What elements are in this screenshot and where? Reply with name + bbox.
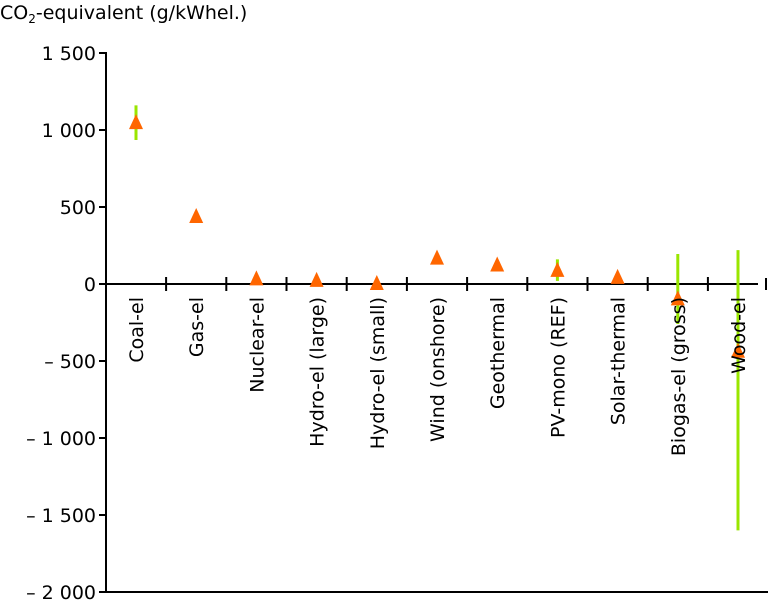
title-subscript: 2 bbox=[28, 12, 36, 26]
y-tick-label: 1 500 bbox=[42, 43, 96, 65]
category-label: Nuclear-el bbox=[246, 297, 268, 393]
data-point-triangle bbox=[430, 249, 444, 265]
category-label: Gas-el bbox=[186, 297, 208, 357]
data-point-triangle bbox=[369, 275, 384, 290]
category-label: Geothermal bbox=[487, 297, 509, 409]
data-point-triangle bbox=[189, 208, 204, 224]
y-tick-label: 1 000 bbox=[42, 120, 96, 142]
chart-title: CO2-equivalent (g/kWhel.) bbox=[0, 2, 247, 26]
data-point-triangle bbox=[731, 342, 745, 358]
y-tick-label: – 1 000 bbox=[26, 428, 96, 450]
y-tick-label: – 2 000 bbox=[26, 582, 96, 604]
category-labels: Coal-el Gas-el Nuclear-el Hydro-el (large) H… bbox=[126, 297, 750, 456]
y-tick-label: 500 bbox=[60, 197, 96, 219]
data-point-triangle bbox=[249, 270, 264, 286]
data-point-triangle bbox=[550, 261, 565, 277]
data-point-triangle bbox=[309, 271, 324, 287]
data-points bbox=[129, 114, 745, 358]
data-point-triangle bbox=[610, 268, 625, 284]
category-label: Coal-el bbox=[126, 297, 148, 363]
data-point-triangle bbox=[129, 114, 143, 130]
data-point-triangle bbox=[490, 256, 505, 272]
category-label: Wind (onshore) bbox=[427, 297, 449, 442]
category-label: PV-mono (REF) bbox=[547, 297, 569, 438]
y-tick-label: – 500 bbox=[44, 351, 96, 373]
y-axis: 1 500 1 000 500 0 – 500 – 1 000 – 1 500 – 2 000 bbox=[26, 43, 107, 604]
category-label: Hydro-el (large) bbox=[307, 297, 329, 447]
y-tick-label: 0 bbox=[84, 274, 96, 296]
x-axis bbox=[106, 277, 768, 593]
category-label: Solar-thermal bbox=[608, 297, 630, 425]
y-tick-label: – 1 500 bbox=[26, 505, 96, 527]
category-label: Hydro-el (small) bbox=[367, 297, 389, 449]
category-label: Wood-el bbox=[728, 297, 750, 374]
title-rest: -equivalent (g/kWhel.) bbox=[35, 2, 248, 24]
category-label: Biogas-el (gross) bbox=[668, 297, 690, 456]
title-main: CO bbox=[0, 2, 29, 24]
data-point-triangle bbox=[670, 290, 685, 306]
